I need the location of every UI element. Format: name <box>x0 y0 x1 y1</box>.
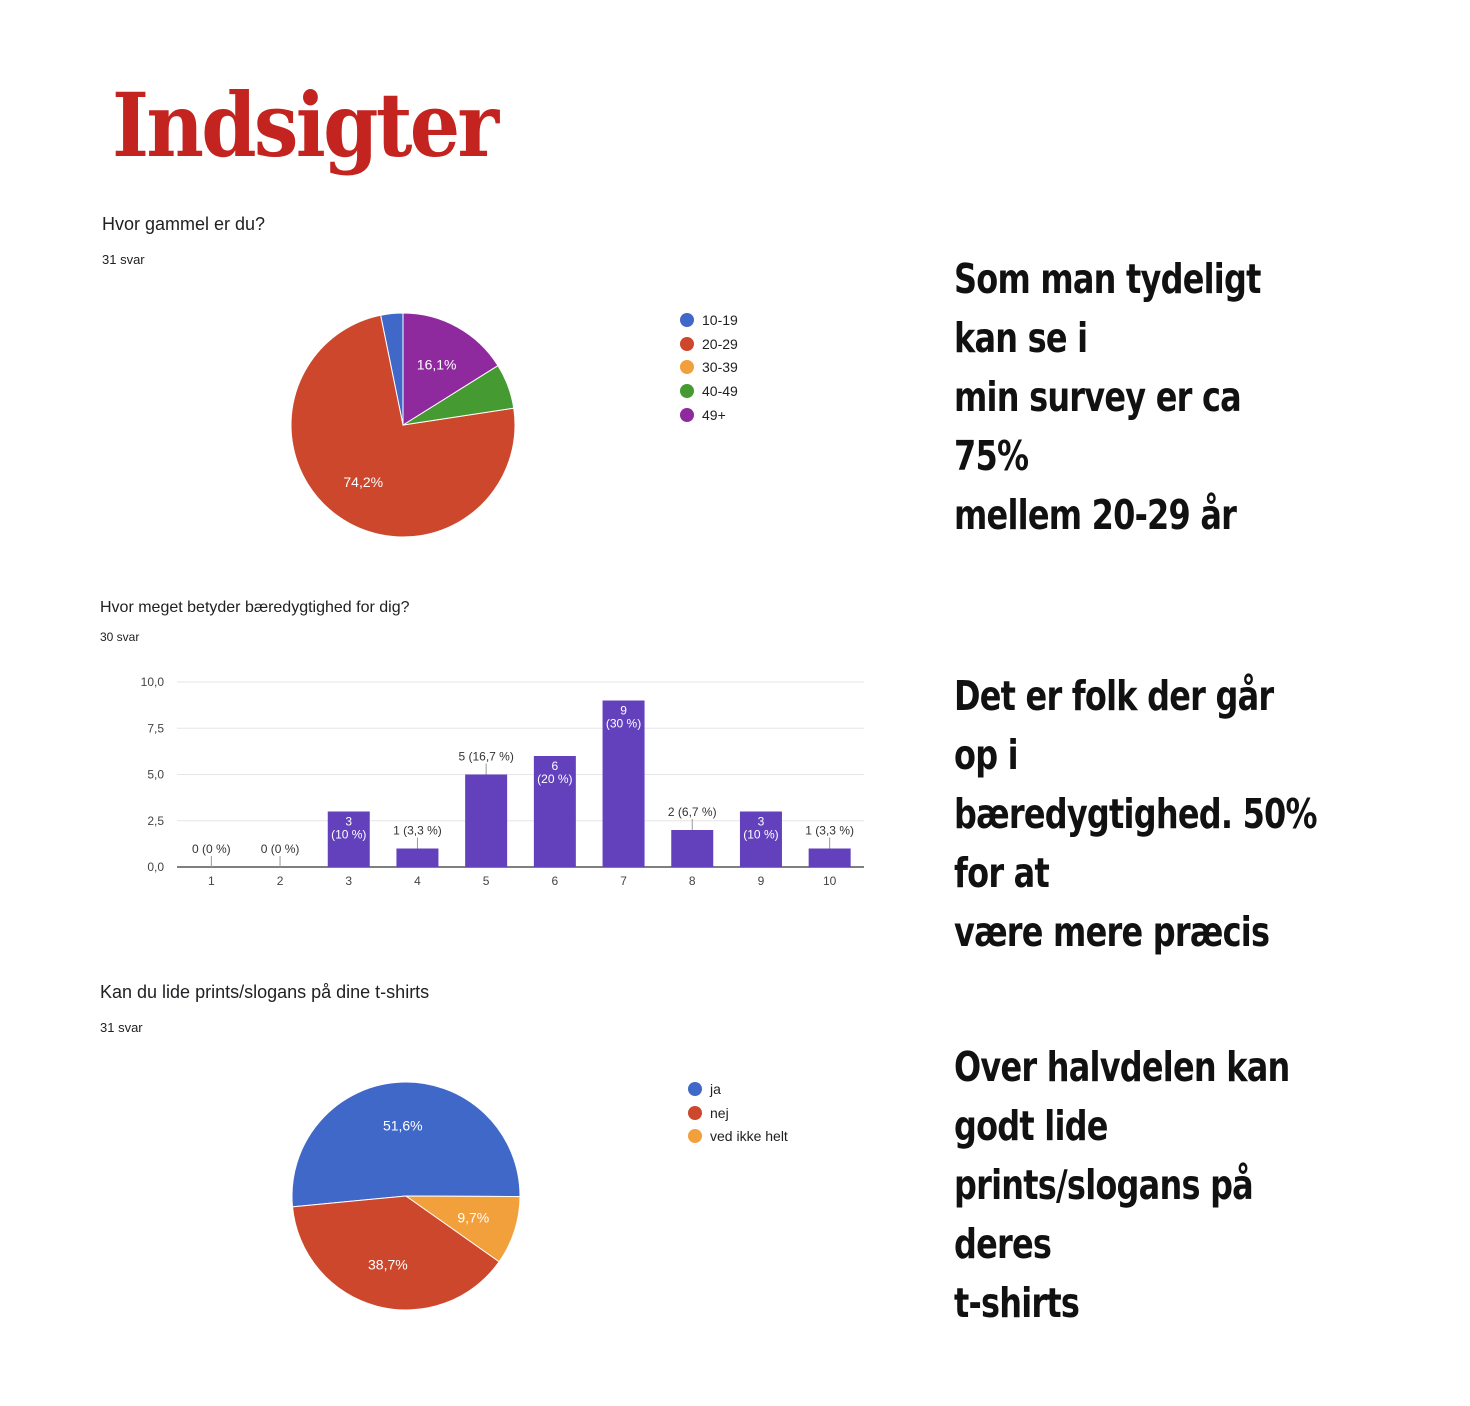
legend-item: 20-29 <box>680 332 738 356</box>
bar-data-label: (10 %) <box>331 828 366 842</box>
bar-5 <box>465 774 508 867</box>
question-2-title: Hvor meget betyder bæredygtighed for dig… <box>100 599 410 616</box>
x-tick-label: 9 <box>758 874 765 888</box>
legend-swatch <box>680 360 694 375</box>
bar-7 <box>602 700 645 867</box>
legend-swatch <box>680 407 694 422</box>
y-tick-label: 10,0 <box>141 675 165 689</box>
pie-slice-49- <box>402 312 499 426</box>
note-prints-line: Over halvdelen kan godt lide <box>954 1043 1290 1150</box>
x-tick-label: 8 <box>689 874 696 888</box>
page-title: Indsigter <box>112 73 499 177</box>
note-prints-line: prints/slogans på deres <box>954 1161 1254 1268</box>
legend-item: 49+ <box>680 403 738 427</box>
bar-3 <box>327 811 370 867</box>
pie-data-label: 74,2% <box>343 474 383 490</box>
bar-data-label: 0 (0 %) <box>261 842 300 856</box>
x-tick-label: 1 <box>208 874 215 888</box>
legend-swatch <box>688 1081 702 1096</box>
note-age-line: mellem 20-29 år <box>954 491 1237 539</box>
x-tick-label: 2 <box>277 874 284 888</box>
legend-swatch <box>680 383 694 398</box>
y-tick-label: 0,0 <box>147 860 164 874</box>
bar-data-label: 3 <box>345 815 352 829</box>
question-1-response-count: 31 svar <box>102 252 145 267</box>
note-sustainability-line: bæredygtighed. 50% for at <box>954 790 1318 897</box>
x-tick-label: 3 <box>345 874 352 888</box>
x-tick-label: 5 <box>483 874 490 888</box>
question-3-title: Kan du lide prints/slogans på dine t-shi… <box>100 982 430 1002</box>
legend-item: 30-39 <box>680 355 738 379</box>
pie-slice-ja <box>291 1081 521 1208</box>
note-sustainability-line: Det er folk der går op i <box>954 672 1274 779</box>
legend-item: ja <box>688 1077 788 1101</box>
bar-data-label: 9 <box>620 704 627 718</box>
prints-legend: ja nej ved ikke helt <box>688 1077 788 1148</box>
bar-10 <box>808 848 851 867</box>
x-tick-label: 10 <box>823 874 837 888</box>
age-pie-chart: 74,2% 16,1% <box>290 312 516 538</box>
y-tick-label: 7,5 <box>147 721 164 735</box>
pie-data-label: 9,7% <box>457 1210 489 1226</box>
legend-swatch <box>680 336 694 351</box>
prints-pie-chart: 51,6% 38,7% 9,7% <box>291 1081 521 1311</box>
bar-data-label: 1 (3,3 %) <box>393 824 442 838</box>
legend-label: 10-19 <box>702 311 738 328</box>
bar-data-label: 5 (16,7 %) <box>458 750 513 764</box>
x-tick-label: 6 <box>552 874 559 888</box>
pie-slice-20-29 <box>290 314 516 538</box>
bar-data-label: 0 (0 %) <box>192 842 231 856</box>
bar-4 <box>396 848 439 867</box>
bar-data-label: 2 (6,7 %) <box>668 805 717 819</box>
legend-swatch <box>688 1129 702 1144</box>
legend-swatch <box>688 1105 702 1120</box>
bar-data-label: (10 %) <box>743 828 778 842</box>
y-tick-label: 5,0 <box>147 768 164 782</box>
age-legend: 10-19 20-29 30-39 40-49 49+ <box>680 308 738 426</box>
pie-data-label: 51,6% <box>383 1117 423 1133</box>
legend-item: 40-49 <box>680 379 738 403</box>
legend-label: ved ikke helt <box>710 1128 788 1145</box>
legend-item: nej <box>688 1101 788 1125</box>
note-sustainability: Det er folk der går op i bæredygtighed. … <box>954 667 1321 962</box>
question-3-response-count: 31 svar <box>100 1020 143 1035</box>
note-prints: Over halvdelen kan godt lide prints/slog… <box>954 1038 1321 1333</box>
legend-label: 40-49 <box>702 382 738 399</box>
pie-data-label: 38,7% <box>368 1256 408 1272</box>
x-tick-label: 7 <box>620 874 627 888</box>
legend-label: 49+ <box>702 406 726 423</box>
legend-label: nej <box>710 1104 729 1121</box>
question-2-response-count: 30 svar <box>100 630 140 644</box>
bar-8 <box>671 830 714 867</box>
y-tick-label: 2,5 <box>147 814 164 828</box>
note-sustainability-line: være mere præcis <box>954 908 1270 956</box>
legend-label: 30-39 <box>702 359 738 376</box>
legend-label: 20-29 <box>702 335 738 352</box>
bar-data-label: (20 %) <box>537 772 572 786</box>
note-prints-line: t-shirts <box>954 1279 1080 1327</box>
note-age-line: Som man tydeligt kan se i <box>954 255 1261 362</box>
legend-item: ved ikke helt <box>688 1124 788 1148</box>
x-tick-label: 4 <box>414 874 421 888</box>
note-age: Som man tydeligt kan se i min survey er … <box>954 250 1321 545</box>
sustainability-bar-chart: 0,02,55,07,510,010 (0 %)20 (0 %)33(10 %)… <box>141 675 864 888</box>
bar-data-label: 6 <box>552 759 559 773</box>
pie-slice-ved-ikke-helt <box>404 1195 521 1263</box>
legend-swatch <box>680 312 694 327</box>
question-1-title: Hvor gammel er du? <box>102 214 266 234</box>
legend-item: 10-19 <box>680 308 738 332</box>
legend-label: ja <box>710 1080 721 1097</box>
pie-data-label: 16,1% <box>417 356 457 372</box>
note-age-line: min survey er ca 75% <box>954 373 1242 480</box>
bar-6 <box>533 756 576 867</box>
bar-data-label: (30 %) <box>606 717 641 731</box>
bar-9 <box>739 811 782 867</box>
bar-data-label: 3 <box>758 815 765 829</box>
pie-slice-nej <box>291 1195 500 1311</box>
bar-data-label: 1 (3,3 %) <box>805 824 854 838</box>
